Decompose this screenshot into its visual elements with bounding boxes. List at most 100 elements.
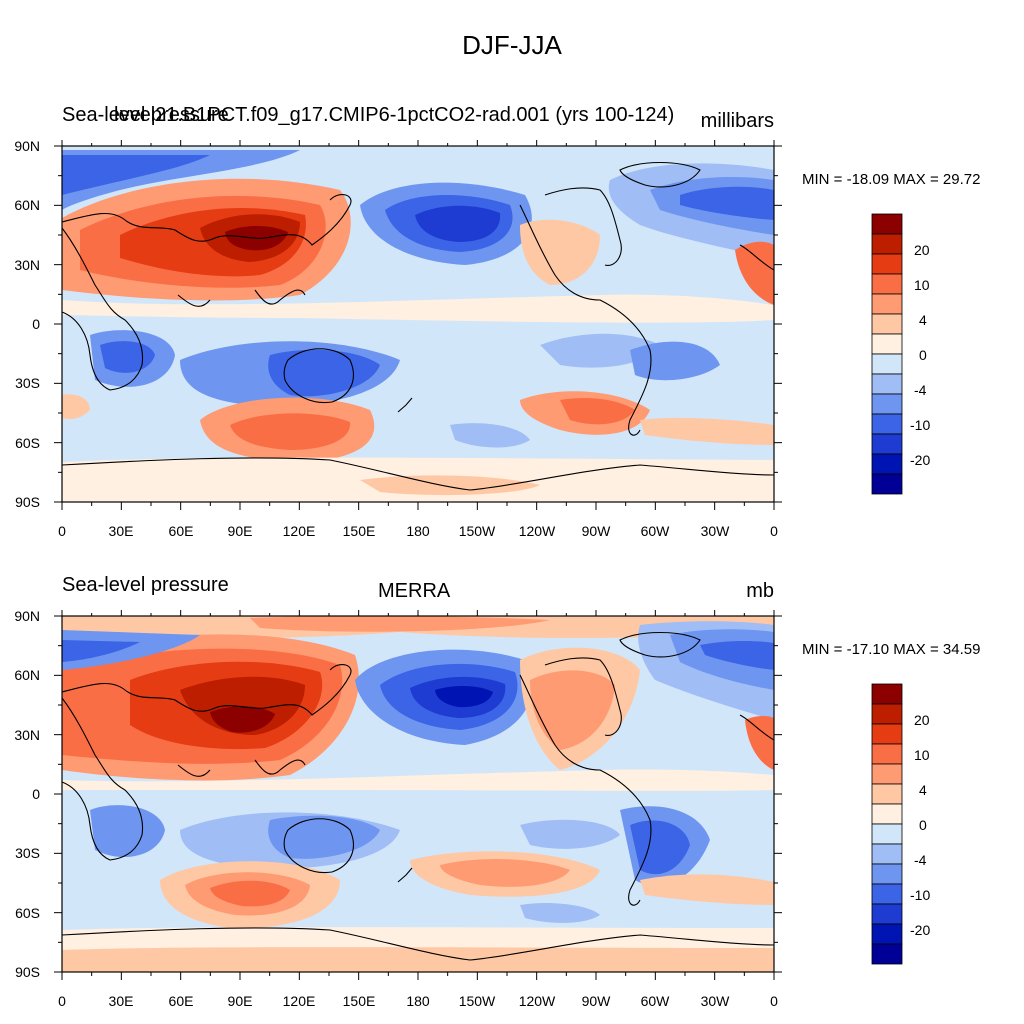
- colorbar-label: -10: [910, 887, 930, 903]
- lon-label: 60E: [169, 993, 194, 1009]
- colorbar-swatch: [871, 333, 903, 355]
- colorbar-swatch: [871, 433, 903, 455]
- panel1-map: 90N 60N 30N 0 30S 60S 90S 0 30E 60E 90E …: [14, 138, 930, 539]
- colorbar-swatch: [871, 353, 903, 375]
- colorbar-swatch: [871, 373, 903, 395]
- panel1-left-title: Sea-level pressure: [62, 104, 229, 126]
- colorbar-label: -4: [914, 382, 927, 398]
- colorbar-swatch: [871, 213, 903, 235]
- panel2-map: 90N 60N 30N 0 30S 60S 90S 0 30E 60E 90E …: [14, 608, 930, 1009]
- lon-label: 0: [58, 993, 66, 1009]
- colorbar-swatch: [871, 313, 903, 335]
- colorbar-swatch: [871, 763, 903, 785]
- colorbar-label: 10: [914, 277, 930, 293]
- colorbar-swatch: [871, 253, 903, 275]
- panel1-minmax: MIN = -18.09 MAX = 29.72: [802, 171, 981, 188]
- lat-label: 90S: [15, 964, 40, 980]
- lon-label: 0: [770, 523, 778, 539]
- lat-label: 90N: [14, 608, 40, 624]
- panel2-axis-ticks: [54, 610, 782, 980]
- panel1-units: millibars: [700, 110, 774, 132]
- colorbar-swatch: [871, 783, 903, 805]
- colorbar-swatch: [871, 393, 903, 415]
- lat-label: 30S: [15, 845, 40, 861]
- colorbar-swatch: [871, 723, 903, 745]
- colorbar-swatch: [871, 863, 903, 885]
- panel1-lat-labels: 90N 60N 30N 0 30S 60S 90S: [14, 138, 40, 510]
- colorbar-swatch: [871, 273, 903, 295]
- colorbar-swatch: [871, 233, 903, 255]
- panel1-colorbar: [871, 213, 903, 495]
- lat-label: 90N: [14, 138, 40, 154]
- panel2-colorbar-labels: 20 10 4 0 -4 -10 -20: [910, 712, 930, 938]
- colorbar-swatch: [871, 453, 903, 475]
- lon-label: 0: [770, 993, 778, 1009]
- colorbar-swatch: [871, 743, 903, 765]
- colorbar-label: 20: [914, 242, 930, 258]
- page-title: DJF-JJA: [462, 30, 562, 60]
- colorbar-swatch: [871, 703, 903, 725]
- lon-label: 150W: [459, 993, 496, 1009]
- lat-label: 60S: [15, 435, 40, 451]
- lon-label: 30E: [109, 523, 134, 539]
- panel1-lon-labels: 0 30E 60E 90E 120E 150E 180 150W 120W 90…: [58, 523, 778, 539]
- panel1-colorbar-labels: 20 10 4 0 -4 -10 -20: [910, 242, 930, 468]
- colorbar-label: 20: [914, 712, 930, 728]
- panel2-minmax: MIN = -17.10 MAX = 34.59: [802, 641, 981, 658]
- lon-label: 60W: [641, 523, 671, 539]
- lat-label: 60N: [14, 667, 40, 683]
- colorbar-swatch: [871, 923, 903, 945]
- panel2-contour-field: [62, 615, 774, 972]
- lon-label: 30W: [701, 993, 731, 1009]
- lat-label: 30N: [14, 727, 40, 743]
- colorbar-swatch: [871, 903, 903, 925]
- colorbar-label: 10: [914, 747, 930, 763]
- colorbar-label: -10: [910, 417, 930, 433]
- lon-label: 180: [406, 993, 430, 1009]
- colorbar-label: -20: [910, 922, 930, 938]
- colorbar-label: -20: [910, 452, 930, 468]
- lon-label: 150W: [459, 523, 496, 539]
- lon-label: 30W: [701, 523, 731, 539]
- colorbar-swatch: [871, 823, 903, 845]
- panel2-colorbar: [871, 683, 903, 965]
- lon-label: 90E: [228, 993, 253, 1009]
- lat-label: 0: [32, 316, 40, 332]
- panel1-center-title: level21.B1PCT.f09_g17.CMIP6-1pctCO2-rad.…: [114, 104, 675, 126]
- colorbar-swatch: [871, 803, 903, 825]
- colorbar-swatch: [871, 293, 903, 315]
- lon-label: 60W: [641, 993, 671, 1009]
- colorbar-label: 4: [919, 782, 927, 798]
- lon-label: 90E: [228, 523, 253, 539]
- colorbar-swatch: [871, 473, 903, 495]
- colorbar-swatch: [871, 683, 903, 705]
- lat-label: 0: [32, 786, 40, 802]
- lat-label: 60N: [14, 197, 40, 213]
- panel2-lat-labels: 90N 60N 30N 0 30S 60S 90S: [14, 608, 40, 980]
- lon-label: 150E: [343, 523, 376, 539]
- panel1-axis-ticks: [54, 140, 782, 510]
- lon-label: 90W: [582, 993, 612, 1009]
- colorbar-label: 0: [919, 347, 927, 363]
- lon-label: 120W: [519, 993, 556, 1009]
- panel2-center-title: MERRA: [378, 580, 451, 602]
- lon-label: 180: [406, 523, 430, 539]
- colorbar-swatch: [871, 413, 903, 435]
- panel1-coastlines: [61, 161, 775, 491]
- colorbar-label: -4: [914, 852, 927, 868]
- panel2-units: mb: [746, 580, 774, 602]
- panel2-coastlines: [61, 631, 775, 961]
- colorbar-label: 0: [919, 817, 927, 833]
- colorbar-swatch: [871, 883, 903, 905]
- lon-label: 120E: [283, 523, 316, 539]
- lon-label: 30E: [109, 993, 134, 1009]
- lat-label: 90S: [15, 494, 40, 510]
- colorbar-swatch: [871, 843, 903, 865]
- lon-label: 0: [58, 523, 66, 539]
- lon-label: 60E: [169, 523, 194, 539]
- lat-label: 30N: [14, 257, 40, 273]
- lon-label: 150E: [343, 993, 376, 1009]
- panel2-left-title: Sea-level pressure: [62, 574, 229, 596]
- colorbar-label: 4: [919, 312, 927, 328]
